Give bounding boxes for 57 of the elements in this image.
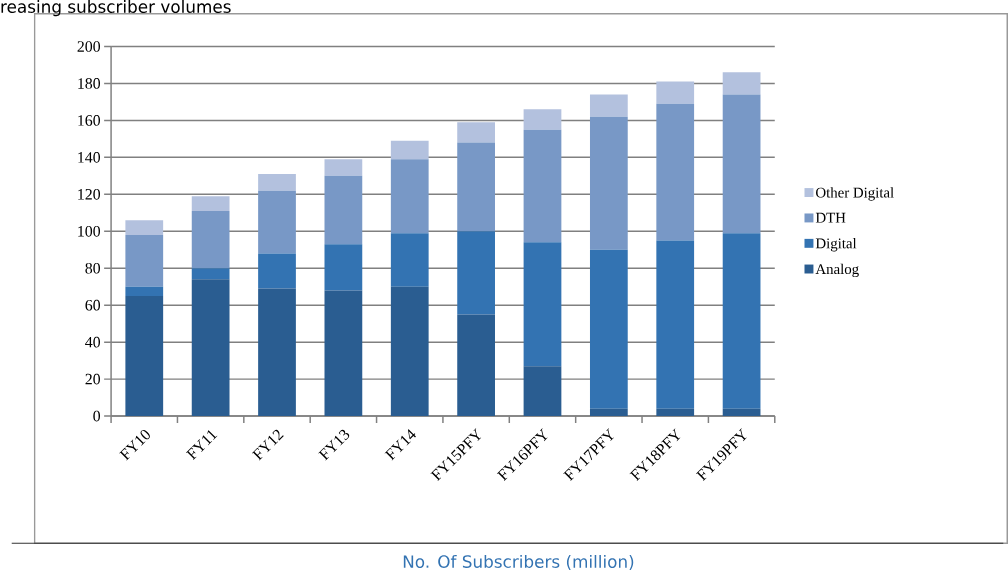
bar xyxy=(191,211,230,269)
bar xyxy=(324,175,363,245)
y-tick-label: 0 xyxy=(93,410,101,422)
bar xyxy=(656,103,695,241)
bar xyxy=(258,190,296,254)
bar xyxy=(589,249,628,409)
bar xyxy=(324,244,363,291)
y-tick-label: 120 xyxy=(78,189,101,200)
bar xyxy=(324,159,363,176)
bar xyxy=(589,116,628,250)
y-tick-label: 20 xyxy=(85,373,101,385)
bar xyxy=(523,109,562,130)
bar xyxy=(258,288,296,417)
bar xyxy=(258,174,296,191)
bar xyxy=(457,231,495,315)
y-tick-label: 160 xyxy=(78,115,101,126)
bar xyxy=(258,253,296,289)
bar xyxy=(722,408,761,417)
bar xyxy=(722,233,761,409)
chart-title: reasing subscriber volumes xyxy=(1,0,231,17)
bar xyxy=(589,94,628,117)
bar xyxy=(125,235,164,287)
bar xyxy=(125,220,164,236)
bar xyxy=(457,142,495,232)
bar xyxy=(523,242,562,367)
legend-label: Other Digital xyxy=(816,187,894,201)
bar xyxy=(523,366,562,417)
y-tick-label: 140 xyxy=(78,152,101,163)
y-tick-label: 40 xyxy=(85,336,101,348)
bar xyxy=(457,314,495,417)
text: No. Of Subscribers (million) xyxy=(403,554,634,570)
legend-label: DTH xyxy=(815,212,846,223)
legend-label: Digital xyxy=(815,238,857,252)
bar xyxy=(125,296,164,417)
bar xyxy=(722,72,761,95)
bar xyxy=(656,81,695,104)
bar xyxy=(191,196,230,211)
bar xyxy=(589,408,628,417)
bar xyxy=(191,268,230,280)
y-tick-label: 80 xyxy=(85,262,101,274)
bar xyxy=(390,233,429,287)
bar xyxy=(523,129,562,243)
y-tick-label: 100 xyxy=(78,225,101,237)
bar xyxy=(390,159,429,234)
y-tick-label: 60 xyxy=(85,299,101,311)
legend-label: Analog xyxy=(815,263,859,278)
bar xyxy=(656,408,695,417)
y-tick-label: 200 xyxy=(77,41,101,52)
bar xyxy=(390,140,429,160)
y-tick-label: 180 xyxy=(78,78,101,89)
bar xyxy=(457,122,495,143)
bar xyxy=(324,290,363,417)
bar xyxy=(125,286,164,297)
bar xyxy=(722,94,761,234)
bar xyxy=(656,240,695,409)
bar xyxy=(191,279,230,417)
bar xyxy=(390,286,429,417)
